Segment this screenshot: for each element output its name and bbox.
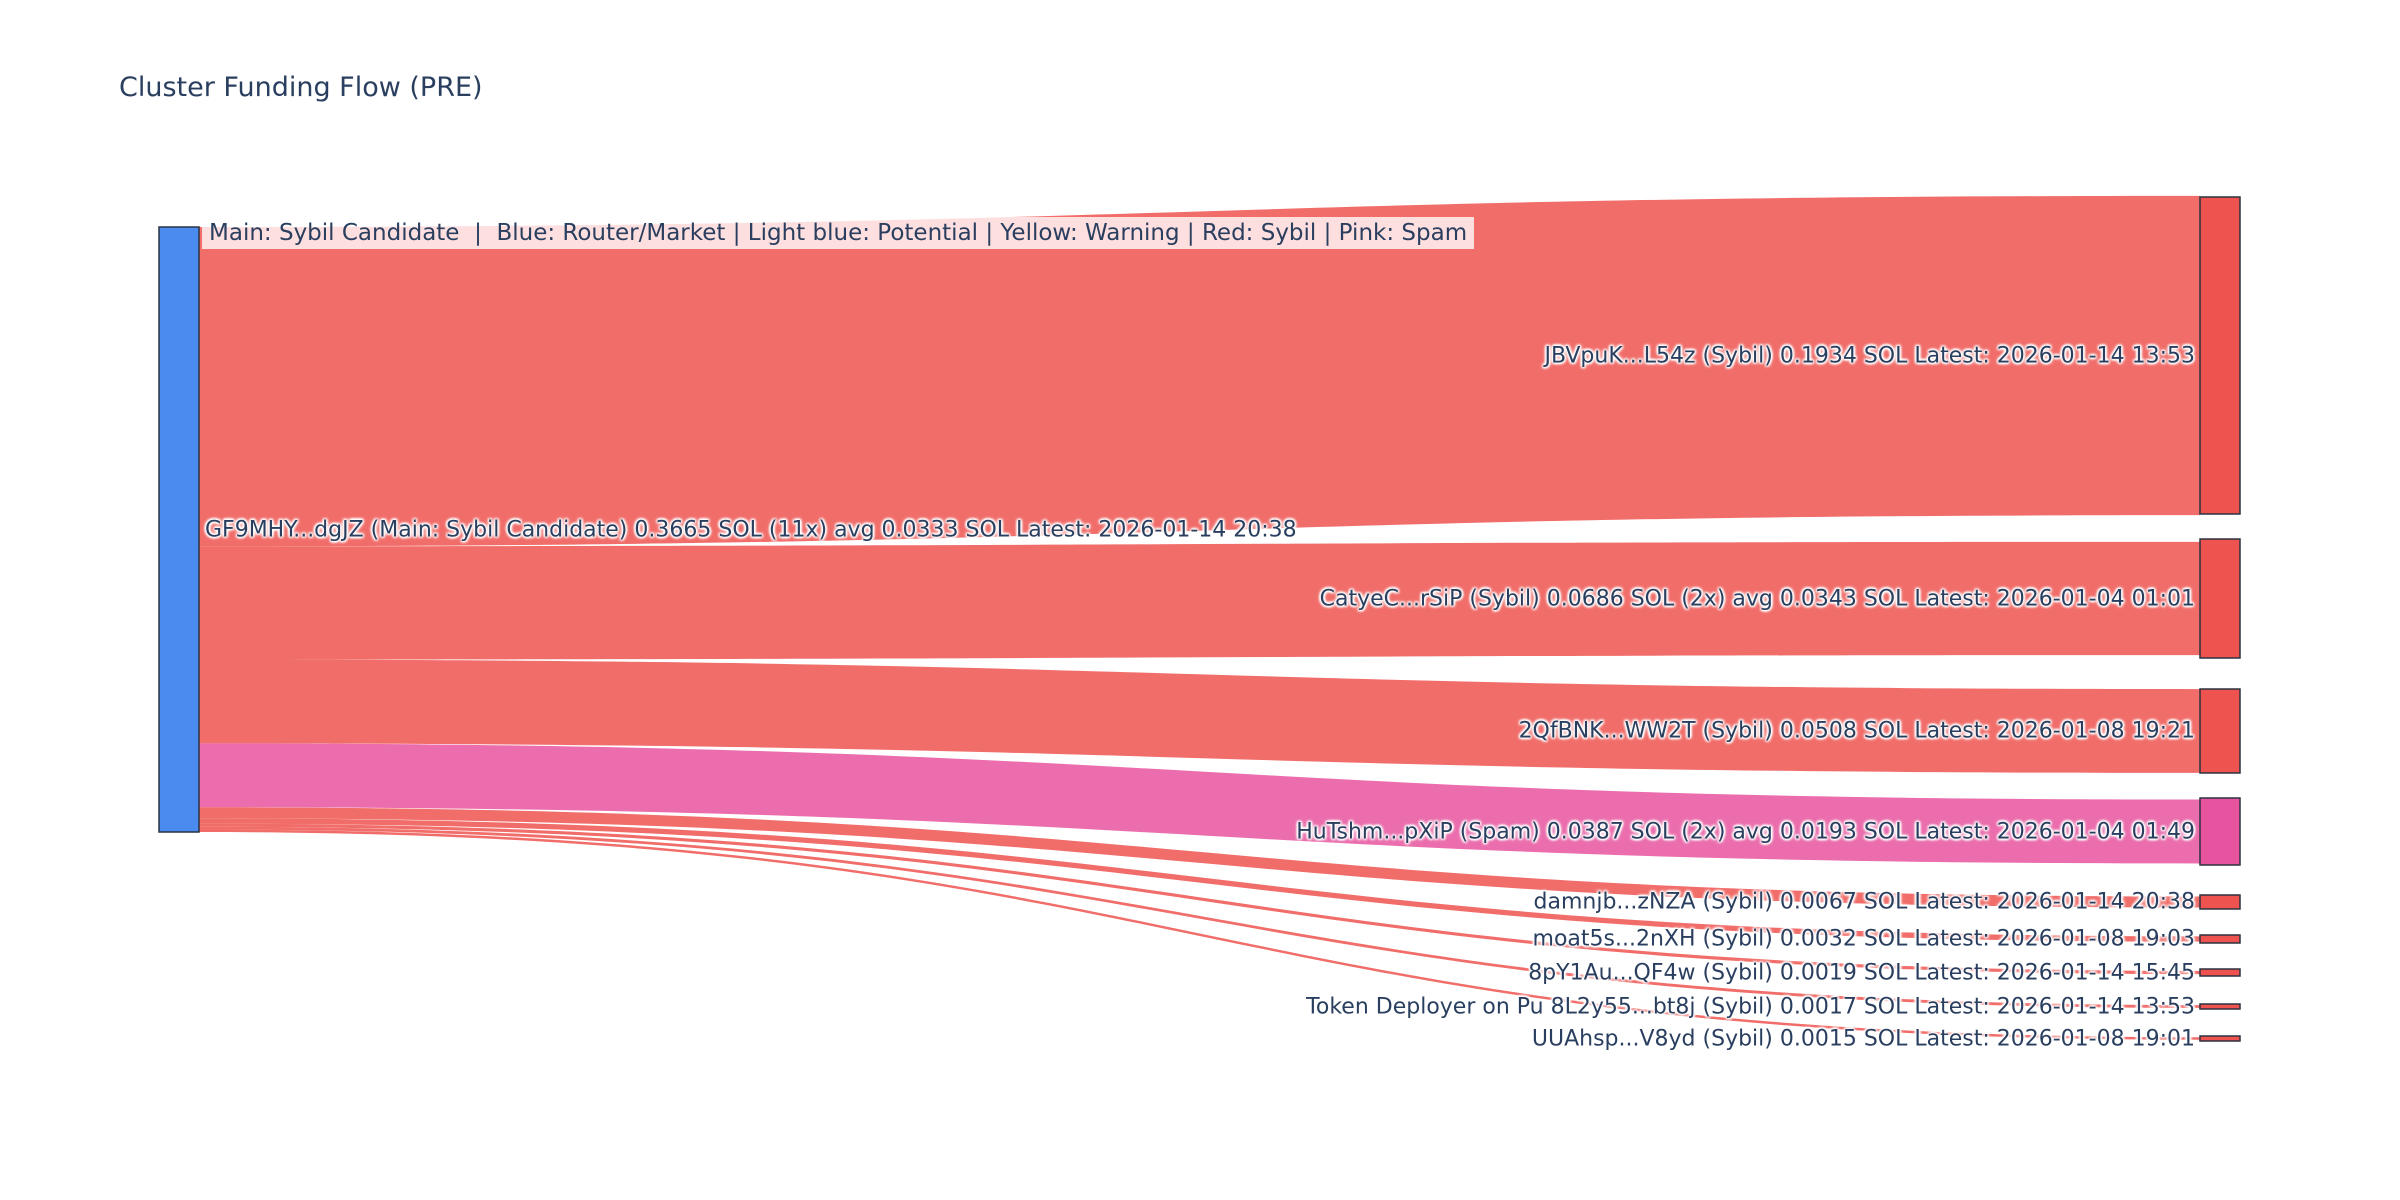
target-node-label: UUAhsp...V8yd (Sybil) 0.0015 SOL Latest:… [1531,1026,2195,1051]
sankey-link-8pY1Au...QF4w[interactable] [199,823,2200,975]
sankey-node-8L2y55...bt8j[interactable] [2199,1003,2241,1010]
target-node-label: 8pY1Au...QF4w (Sybil) 0.0019 SOL Latest:… [1528,960,2195,985]
sankey-node-damnjb...zNZA[interactable] [2199,894,2241,910]
sankey-link-HuTshm...pXiP[interactable] [199,743,2200,864]
target-node-label: Token Deployer on Pu 8L2y55...bt8j (Sybi… [1306,994,2195,1019]
sankey-node-UUAhsp...V8yd[interactable] [2199,1035,2241,1042]
source-node-label: GF9MHY...dgJZ (Main: Sybil Candidate) 0.… [205,517,1297,542]
sankey-node-8pY1Au...QF4w[interactable] [2199,968,2241,977]
legend-note: Main: Sybil Candidate | Blue: Router/Mar… [202,217,1475,249]
sankey-node-moat5s...2nXH[interactable] [2199,934,2241,944]
sankey-link-2QfBNK...WW2T[interactable] [199,659,2200,773]
sankey-link-moat5s...2nXH[interactable] [199,818,2200,942]
target-node-label: HuTshm...pXiP (Spam) 0.0387 SOL (2x) avg… [1296,819,2195,844]
sankey-node-HuTshm...pXiP[interactable] [2199,797,2241,866]
sankey-node-CatyeC...rSiP[interactable] [2199,538,2241,659]
chart-title: Cluster Funding Flow (PRE) [119,72,483,103]
sankey-node-source[interactable] [158,226,200,833]
sankey-link-JBVpuK...L54z[interactable] [199,195,2200,547]
target-node-label: moat5s...2nXH (Sybil) 0.0032 SOL Latest:… [1532,926,2195,952]
sankey-link-8L2y55...bt8j[interactable] [199,826,2200,1008]
target-node-label: damnjb...zNZA (Sybil) 0.0067 SOL Latest:… [1533,889,2195,915]
sankey-link-UUAhsp...V8yd[interactable] [199,829,2200,1040]
sankey-link-CatyeC...rSiP[interactable] [199,541,2200,660]
sankey-node-JBVpuK...L54z[interactable] [2199,196,2241,515]
target-node-label: CatyeC...rSiP (Sybil) 0.0686 SOL (2x) av… [1319,586,2195,611]
sankey-node-2QfBNK...WW2T[interactable] [2199,688,2241,774]
sankey-link-damnjb...zNZA[interactable] [199,807,2200,908]
target-node-label: 2QfBNK...WW2T (Sybil) 0.0508 SOL Latest:… [1518,718,2195,744]
target-node-label: JBVpuK...L54z (Sybil) 0.1934 SOL Latest:… [1544,343,2195,368]
